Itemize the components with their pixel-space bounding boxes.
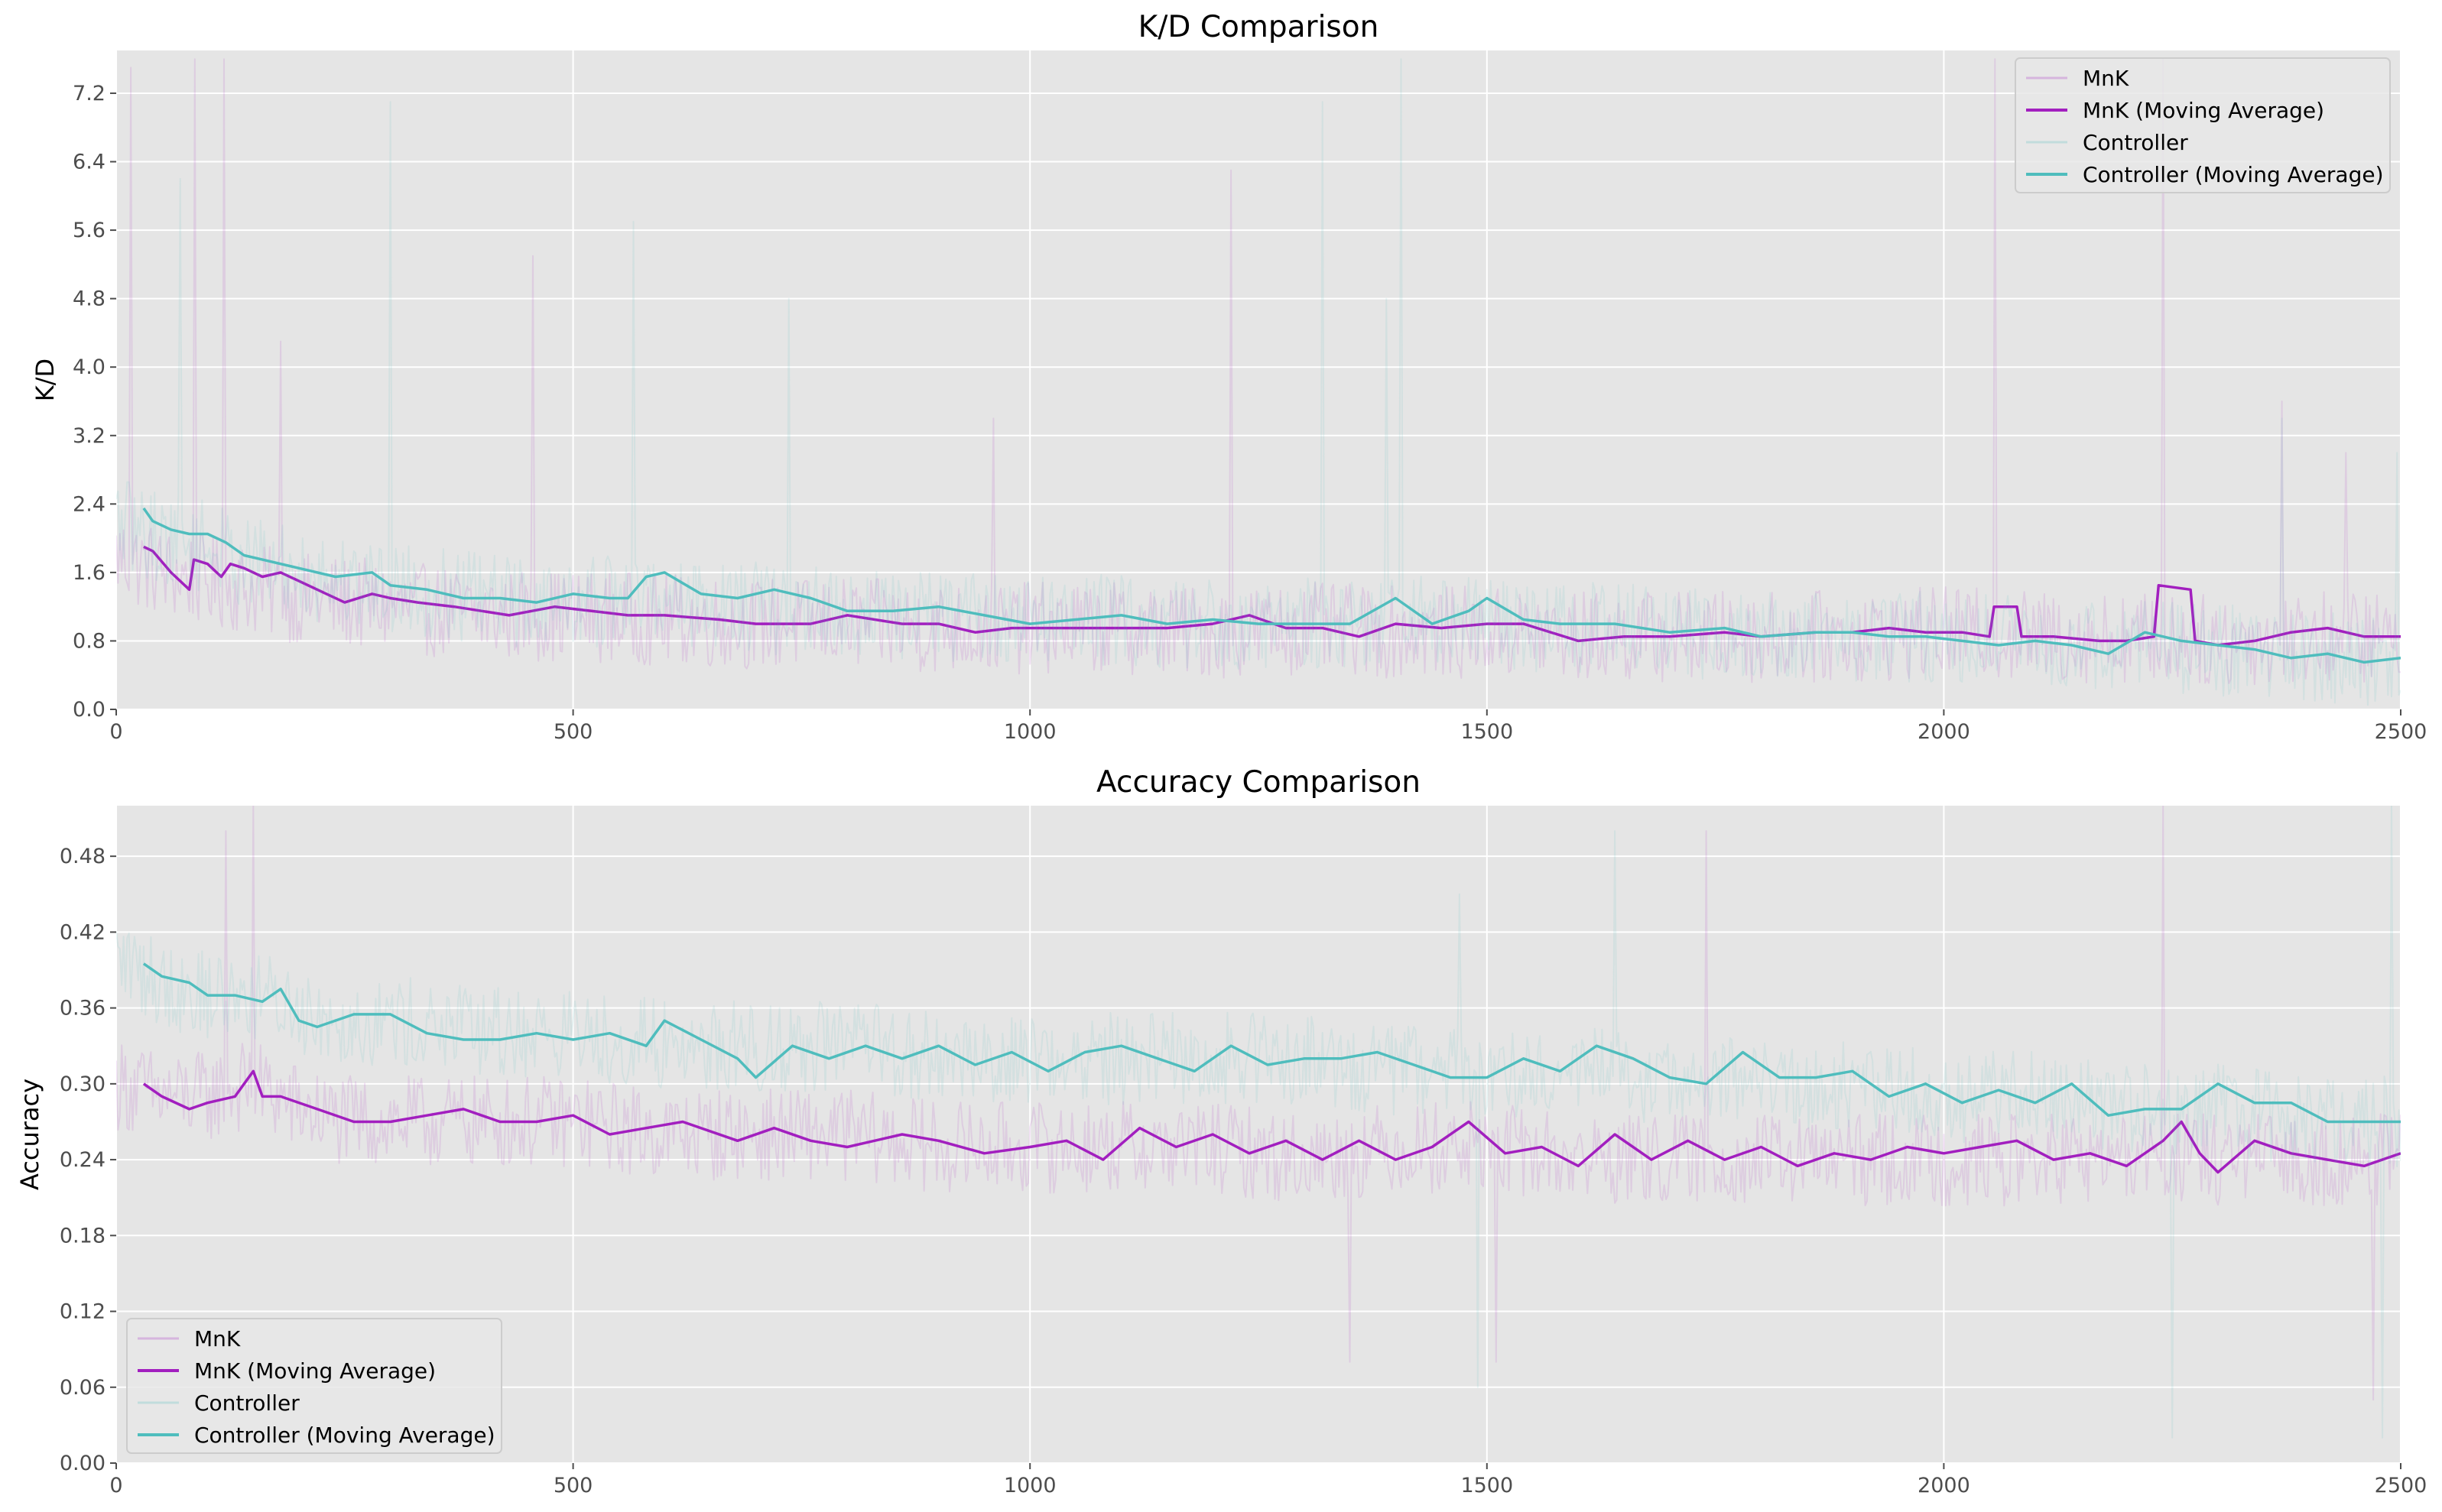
y-tick-label: 3.2 — [73, 424, 106, 448]
x-tick-label: 0 — [109, 720, 122, 744]
y-tick-label: 4.0 — [73, 355, 106, 379]
series-group — [116, 806, 2401, 1439]
series-line-mnk — [116, 58, 2401, 686]
accuracy-chart: 0.00 0.06 0.12 0.18 0.24 0.30 0.36 0.42 0.48 0 500… — [15, 765, 2427, 1497]
y-tick-label: 7.2 — [73, 82, 106, 105]
chart-title: Accuracy Comparison — [1096, 765, 1421, 800]
series-line-controller — [116, 58, 2401, 706]
y-tick-label: 0.00 — [60, 1452, 106, 1475]
y-tick-label: 0.36 — [60, 997, 106, 1020]
legend-box — [2015, 57, 2391, 193]
series-line-controller-moving-average — [142, 962, 2401, 1124]
legend-label: MnK — [194, 1326, 241, 1351]
y-tick-label: 0.18 — [60, 1224, 106, 1248]
x-tick-label: 2500 — [2375, 1474, 2427, 1497]
x-tick-label: 2500 — [2375, 720, 2427, 744]
chart-title: K/D Comparison — [1138, 10, 1379, 44]
series-line-mnk-moving-average — [142, 1069, 2401, 1174]
series-line-mnk — [116, 806, 2401, 1401]
y-tick-label: 0.24 — [60, 1148, 106, 1172]
legend-label: MnK (Moving Average) — [194, 1358, 436, 1384]
legend: MnK MnK (Moving Average) Controller Control… — [2015, 57, 2391, 193]
x-tick-label: 1500 — [1460, 1474, 1513, 1497]
legend-label: MnK — [2083, 66, 2129, 91]
legend: MnK MnK (Moving Average) Controller Control… — [126, 1318, 502, 1454]
x-tick-label: 1000 — [1004, 1474, 1057, 1497]
y-tick-label: 0.8 — [73, 629, 106, 653]
series-group — [116, 58, 2401, 706]
y-tick-label: 4.8 — [73, 287, 106, 311]
x-tick-label: 1000 — [1004, 720, 1057, 744]
y-tick-label: 0.42 — [60, 920, 106, 944]
y-tick-label: 0.30 — [60, 1072, 106, 1096]
series-line-mnk-moving-average — [143, 545, 2401, 647]
x-tick-label: 1500 — [1460, 720, 1513, 744]
y-axis-label: K/D — [31, 359, 60, 401]
x-tick-label: 500 — [554, 1474, 593, 1497]
y-tick-label: 0.12 — [60, 1300, 106, 1324]
x-tick-label: 0 — [109, 1474, 122, 1497]
legend-label: Controller — [194, 1390, 300, 1416]
x-tick-label: 500 — [554, 720, 593, 744]
x-tick-label: 2000 — [1918, 1474, 1970, 1497]
y-tick-label: 6.4 — [73, 151, 106, 174]
y-tick-label: 0.06 — [60, 1376, 106, 1400]
legend-label: Controller (Moving Average) — [194, 1423, 495, 1448]
x-tick-label: 2000 — [1918, 720, 1970, 744]
series-line-controller-moving-average — [142, 507, 2401, 664]
y-tick-label: 5.6 — [73, 219, 106, 242]
y-tick-label: 1.6 — [73, 561, 106, 585]
legend-label: Controller — [2083, 130, 2188, 155]
legend-label: Controller (Moving Average) — [2083, 162, 2384, 187]
y-tick-label: 0.48 — [60, 845, 106, 868]
legend-box — [126, 1318, 502, 1454]
y-axis-label: Accuracy — [15, 1079, 44, 1190]
kd-chart: 0.0 0.8 1.6 2.4 3.2 4.0 4.8 5.6 6.4 7.2 0 500 1000 15… — [31, 10, 2427, 744]
series-line-controller — [116, 806, 2401, 1439]
legend-label: MnK (Moving Average) — [2083, 98, 2324, 123]
y-tick-label: 2.4 — [73, 492, 106, 516]
y-tick-label: 0.0 — [73, 698, 106, 722]
